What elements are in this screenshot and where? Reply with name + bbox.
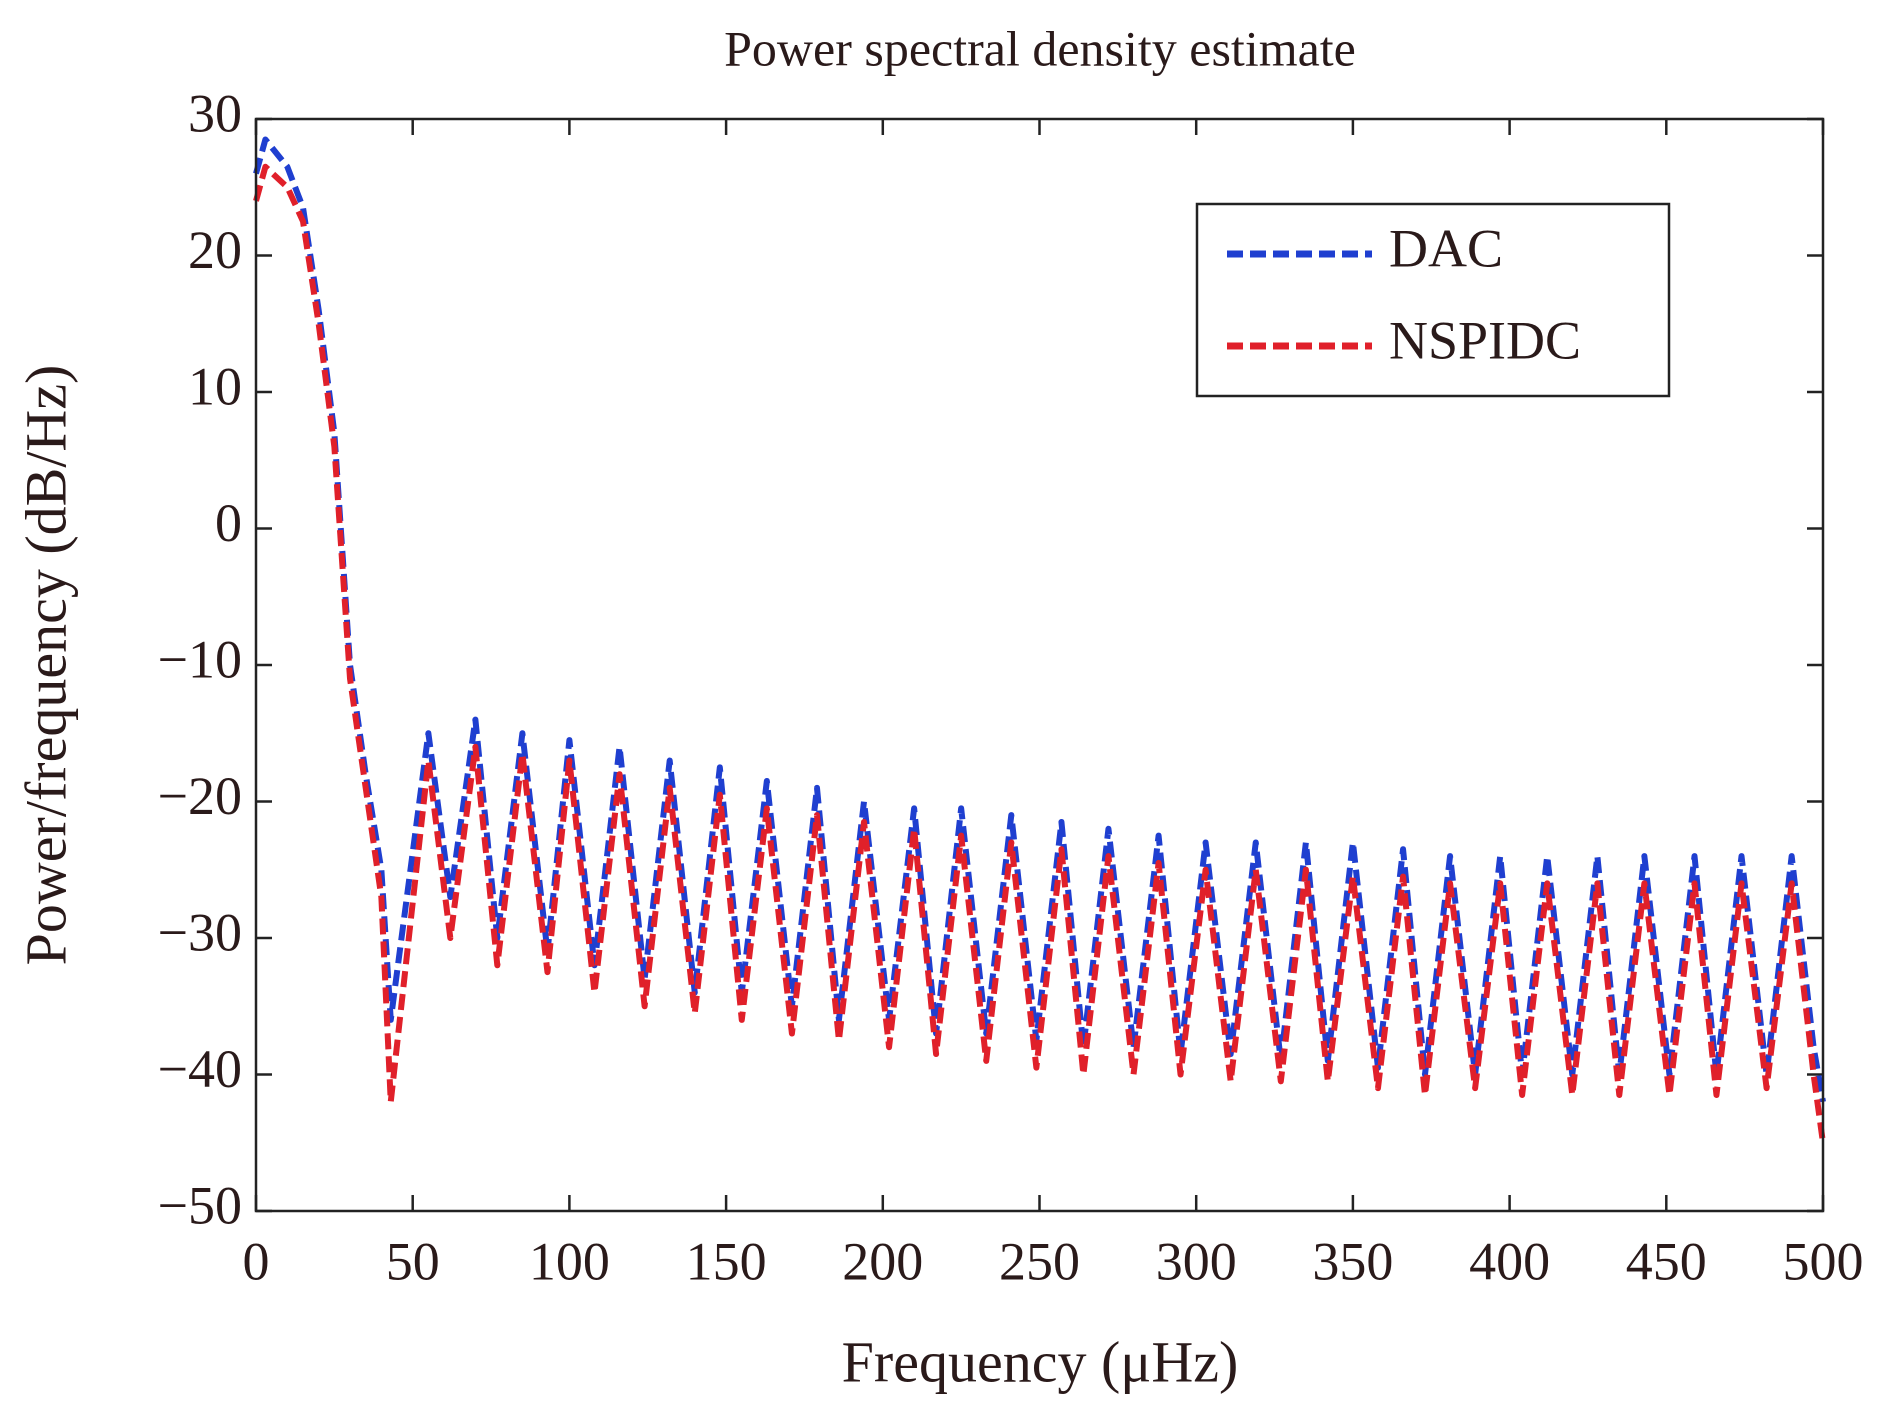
x-tick-label: 450: [1626, 1231, 1707, 1291]
y-tick-label: −20: [158, 766, 242, 826]
y-tick-label: 20: [188, 220, 242, 280]
y-axis-label: Power/frequency (dB/Hz): [13, 365, 78, 966]
x-tick-label: 100: [529, 1231, 610, 1291]
y-tick-label: 30: [188, 83, 242, 143]
x-tick-label: 200: [842, 1231, 923, 1291]
plot-frame: [254, 117, 1825, 1213]
x-tick-label: 0: [243, 1231, 270, 1291]
data-line: [253, 136, 1826, 1103]
x-tick-label: 250: [999, 1231, 1080, 1291]
legend-label: DAC: [1389, 218, 1503, 278]
chart-title: Power spectral density estimate: [724, 20, 1356, 76]
y-tick-label: −40: [158, 1039, 242, 1099]
y-tick-label: −30: [158, 902, 242, 962]
x-tick-label: 500: [1783, 1231, 1864, 1291]
y-tick-label: −50: [158, 1175, 242, 1235]
data-line: [253, 163, 1826, 1144]
y-tick-label: −10: [158, 629, 242, 689]
x-tick-label: 50: [386, 1231, 440, 1291]
x-tick-label: 400: [1469, 1231, 1550, 1291]
x-axis-label: Frequency (μHz): [842, 1329, 1239, 1394]
x-tick-label: 350: [1312, 1231, 1393, 1291]
y-tick-label: 0: [215, 493, 242, 553]
x-tick-label: 150: [686, 1231, 767, 1291]
x-tick-label: 300: [1156, 1231, 1237, 1291]
y-tick-label: 10: [188, 356, 242, 416]
legend-box: [1195, 202, 1671, 398]
legend-label: NSPIDC: [1389, 310, 1581, 370]
